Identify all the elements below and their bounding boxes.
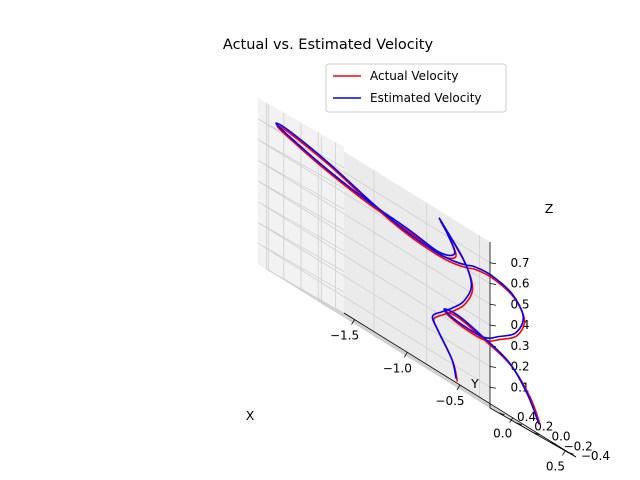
estimated-velocity-line	[275, 122, 540, 425]
z-tick-mark	[489, 303, 497, 306]
x-tick-mark	[456, 384, 461, 391]
x-tick-label: 0.5	[546, 459, 565, 473]
gridline-z	[257, 222, 491, 367]
x-tick-mark	[509, 417, 514, 423]
gridline-y	[300, 122, 534, 433]
z-tick-label: 0.2	[510, 360, 529, 374]
x-tick-label: −1.5	[330, 329, 359, 343]
x-tick-mark	[562, 450, 566, 456]
z-tick-label: 0.4	[510, 318, 529, 332]
x-tick-label: −1.0	[383, 361, 412, 375]
z-tick-label: 0.7	[510, 256, 529, 270]
x-tick-label: −0.5	[435, 394, 464, 408]
y-tick-mark	[567, 451, 574, 455]
legend-box	[325, 63, 507, 113]
gridline-y	[283, 112, 517, 424]
z-axis-label: Z	[545, 201, 554, 216]
legend: Actual Velocity Estimated Velocity	[325, 63, 507, 113]
y-tick-mark	[550, 441, 557, 445]
chart-title: Actual vs. Estimated Velocity	[223, 37, 434, 53]
z-tick-mark	[489, 262, 497, 265]
axis-ticks: −1.5−1.0−0.50.00.5−0.4−0.20.00.20.40.10.…	[330, 256, 610, 474]
y-axis-label: Y	[470, 376, 479, 391]
series-lines	[275, 122, 541, 426]
y-tick-label: 0.0	[551, 430, 570, 444]
x-tick-mark	[351, 319, 355, 325]
y-tick-label: 0.2	[534, 420, 553, 434]
z-tick-mark	[489, 386, 497, 389]
legend-label-actual: Actual Velocity	[370, 69, 458, 83]
z-tick-mark	[489, 324, 497, 327]
z-tick-mark	[489, 366, 497, 368]
y-tick-mark	[515, 422, 522, 426]
y-tick-mark	[498, 412, 505, 416]
gridline-z	[257, 180, 491, 326]
gridline-y	[317, 132, 551, 443]
actual-velocity-line	[276, 125, 541, 426]
y-tick-mark	[532, 432, 540, 435]
legend-label-estimated: Estimated Velocity	[370, 91, 482, 105]
gridline-z	[257, 242, 491, 388]
gridline-y	[266, 102, 499, 414]
x-tick-label: 0.0	[493, 427, 512, 441]
z-tick-label: 0.1	[510, 380, 529, 394]
z-tick-label: 0.3	[510, 339, 529, 353]
x-axis-label: X	[246, 408, 255, 423]
gridline-z	[257, 159, 491, 305]
z-tick-label: 0.5	[510, 297, 529, 311]
y-tick-label: 0.4	[517, 410, 536, 424]
gridline-z	[257, 201, 491, 347]
z-tick-mark	[489, 283, 497, 285]
y-tick-label: −0.2	[564, 439, 593, 453]
y-tick-label: −0.4	[581, 449, 610, 463]
z-tick-label: 0.6	[510, 277, 529, 291]
x-tick-mark	[403, 352, 408, 358]
